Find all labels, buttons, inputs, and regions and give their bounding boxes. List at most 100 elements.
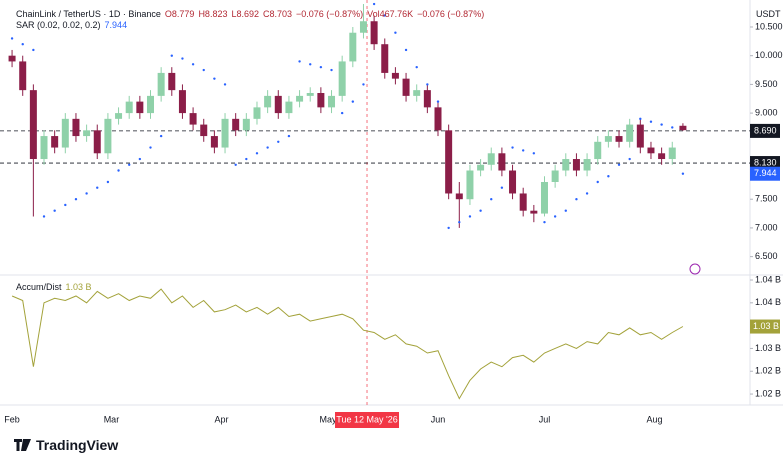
x-tick-label: Jun (431, 414, 446, 424)
sar-dot (394, 31, 397, 34)
sar-dot (649, 120, 653, 123)
candle-body (29, 90, 37, 160)
sar-dot (287, 134, 291, 138)
candle-body (104, 118, 112, 154)
candle-body (487, 153, 495, 165)
legend-value: O8.779 (164, 9, 195, 19)
candle-body (370, 21, 378, 45)
sar-dot (426, 83, 429, 86)
candle-body (391, 72, 399, 79)
sar-dot (458, 220, 461, 224)
candle-body (615, 136, 623, 142)
sar-dot (415, 65, 418, 69)
price-label: 8.690 (754, 125, 777, 135)
sar-dot (511, 146, 514, 149)
candle-body (83, 130, 91, 137)
candle-body (93, 130, 101, 154)
candle-body (636, 124, 644, 148)
candle-body (296, 95, 304, 102)
candle-body (61, 118, 69, 148)
sar-dot (553, 215, 557, 218)
legend-value: C8.703 (263, 9, 293, 19)
symbol: ChainLink / TetherUS · 1D · Binance (16, 9, 161, 19)
candle-body (477, 164, 485, 171)
sar-dot (170, 54, 173, 57)
candle-body (583, 159, 591, 171)
candle-body (455, 193, 463, 200)
y-tick-label: 1.02 B (755, 388, 781, 398)
candle-body (274, 95, 282, 114)
price-label: 8.130 (754, 157, 777, 167)
ohlc-values: O8.779 H8.823 L8.692 C8.703 −0.076 (−0.87%) V… (165, 9, 484, 19)
x-tick-label: Jul (539, 414, 551, 424)
candle-body (328, 95, 336, 108)
sar-dot (149, 146, 152, 149)
brand-name: TradingView (36, 437, 119, 453)
candle-body (413, 90, 421, 96)
x-tick-label: Feb (4, 414, 20, 424)
sar-dot (202, 68, 205, 72)
sar-dot (234, 163, 237, 166)
candle-body (146, 95, 154, 114)
candle-body (189, 113, 197, 125)
candle-body (668, 147, 676, 160)
sar-dot (53, 209, 56, 212)
ad-name: Accum/Dist (16, 282, 62, 292)
sar-dot (671, 126, 674, 129)
brand-logo (14, 439, 31, 451)
sar-dot (351, 100, 355, 103)
candle-body (221, 118, 229, 148)
x-tick-label: Apr (214, 414, 228, 424)
candle-body (423, 90, 431, 108)
legend-value: Vol467.76K (367, 9, 414, 19)
legend-value: −0.076 (−0.87%) (296, 9, 364, 19)
sar-value: 7.944 (104, 20, 128, 30)
sar-dot (372, 2, 376, 6)
legend-value: H8.823 (198, 9, 228, 19)
sar-dot (309, 63, 312, 66)
candle-body (115, 113, 123, 119)
candle-body (317, 93, 325, 108)
candle-body (168, 72, 176, 91)
candle-body (604, 136, 612, 142)
candle-body (306, 93, 314, 96)
sar-dot (543, 220, 546, 224)
x-tick-label: Aug (647, 414, 663, 424)
candle-body (572, 159, 580, 171)
alert-icon (689, 263, 701, 275)
symbol-legend: ChainLink / TetherUS · 1D · Binance O8.7… (16, 9, 484, 19)
candle-body (498, 153, 506, 171)
candle-body (466, 170, 474, 200)
sar-dot (596, 180, 599, 184)
candle-body (562, 159, 570, 171)
candle-body (434, 107, 442, 131)
candle-body (594, 141, 602, 160)
candle-body (540, 181, 548, 214)
price-label-bg (750, 156, 780, 171)
sar-dot (681, 172, 685, 175)
sar-dot (564, 209, 567, 212)
sar-dot (521, 149, 525, 152)
sar-dot (639, 117, 642, 121)
sar-dot (447, 226, 450, 230)
sar-dot (617, 163, 621, 166)
sar-label-bg (750, 166, 780, 181)
legend-value: −0.076 (−0.87%) (417, 9, 485, 19)
sar-dot (277, 140, 280, 144)
candle-body (178, 90, 186, 114)
y-tick-label: 1.04 B (755, 274, 781, 284)
y-tick-label: 10.000 (755, 50, 783, 60)
candle-body (402, 78, 410, 96)
sar-dot (181, 57, 184, 60)
candle-body (200, 124, 208, 137)
candle-body (51, 136, 59, 148)
sar-dot (64, 203, 67, 207)
candle-body (679, 125, 687, 131)
sar-dot (660, 123, 663, 126)
sar-dot (607, 175, 610, 178)
sar-dot (21, 43, 24, 46)
sar-dot (138, 157, 142, 161)
sar-dot (383, 14, 386, 17)
currency: USDT (756, 9, 781, 19)
sar-dot (266, 146, 269, 149)
